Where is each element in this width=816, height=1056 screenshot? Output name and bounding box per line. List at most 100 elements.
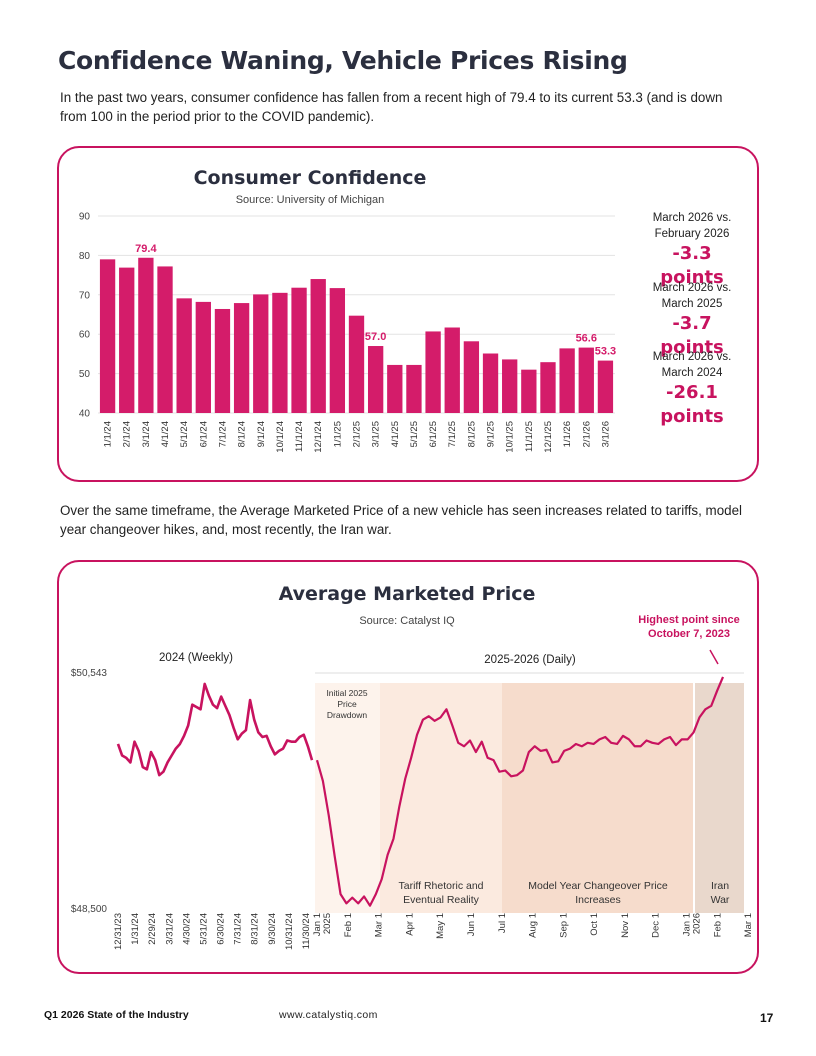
stat-value: -3.3 points	[660, 243, 724, 288]
x-tick-label: 7/31/24	[233, 913, 244, 945]
bar	[521, 369, 537, 413]
page-title: Confidence Waning, Vehicle Prices Rising	[58, 46, 628, 75]
x-tick-label: 4/30/24	[181, 913, 192, 945]
consumer-confidence-source: Source: University of Michigan	[235, 194, 385, 206]
mid-paragraph: Over the same timeframe, the Average Mar…	[60, 503, 743, 537]
x-tick-label: Oct 1	[589, 913, 600, 936]
footer-website: www.catalystiq.com	[279, 1009, 378, 1021]
bar	[597, 360, 614, 413]
x-tick-label: 10/1/24	[275, 421, 286, 453]
x-tick-label: Jan 12025	[312, 913, 333, 936]
stat-value: -26.1 points	[660, 382, 724, 427]
bar	[540, 362, 556, 413]
x-tick-label: 9/1/24	[256, 421, 267, 447]
average-price-chart: Initial 2025 Price Drawdown Tariff Rhetoric…	[71, 614, 754, 950]
bar	[195, 301, 211, 413]
y-tick-label: 80	[79, 251, 91, 262]
x-tick-label: 5/31/24	[198, 913, 209, 945]
y-tick-label: 70	[79, 290, 91, 301]
x-tick-label: 7/1/24	[217, 421, 228, 447]
band-label: Tariff Rhetoric and Eventual Reality	[398, 880, 483, 906]
y-tick-label: $48,500	[71, 904, 108, 915]
y-tick-label: 40	[79, 409, 91, 420]
bar	[119, 267, 135, 413]
x-tick-label: Mar 1	[374, 913, 385, 937]
x-tick-label: 1/1/24	[103, 421, 114, 447]
x-tick-label: 4/1/25	[390, 421, 401, 447]
x-tick-label: 6/1/24	[198, 421, 209, 447]
x-tick-label: Jun 1	[466, 913, 477, 936]
x-tick-label: 3/1/26	[600, 421, 611, 447]
bar	[272, 292, 288, 413]
consumer-confidence-title: Consumer Confidence	[193, 167, 427, 189]
average-price-source: Source: Catalyst IQ	[359, 615, 455, 627]
x-tick-label: Feb 1	[343, 913, 354, 937]
x-tick-label: 8/31/24	[250, 913, 261, 945]
x-tick-label: 11/1/25	[524, 421, 535, 452]
footer-report-name: Q1 2026 State of the Industry	[44, 1009, 189, 1021]
y-tick-label: 90	[79, 212, 91, 223]
bar	[138, 257, 154, 413]
stat-vs-mar-2025: March 2026 vs. March 2025 -3.7 points	[640, 280, 744, 360]
section-label-daily: 2025-2026 (Daily)	[484, 654, 576, 666]
x-tick-label: Dec 1	[651, 913, 662, 938]
stat-label: March 2026 vs. March 2025	[652, 282, 732, 310]
bar	[463, 341, 480, 413]
stat-label: March 2026 vs. February 2026	[652, 212, 732, 240]
stat-vs-feb-2026: March 2026 vs. February 2026 -3.3 points	[640, 210, 744, 290]
consumer-confidence-chart: 40 50 60 70 80 90 1/1/24 2/1/24 3/1/24 4/1/24 5/1/…	[79, 212, 616, 453]
x-tick-label: Nov 1	[620, 913, 631, 938]
x-tick-label: 6/30/24	[216, 913, 227, 945]
average-price-title: Average Marketed Price	[278, 583, 536, 605]
band-label: Iran War	[711, 880, 730, 906]
section-label-weekly: 2024 (Weekly)	[159, 652, 233, 664]
x-tick-label: 2/1/24	[122, 421, 133, 447]
data-label: 57.0	[365, 331, 386, 343]
bar	[176, 298, 192, 413]
band	[502, 683, 693, 913]
bar	[406, 364, 422, 413]
bar	[387, 364, 403, 413]
x-tick-label: 8/1/24	[237, 421, 248, 447]
x-tick-label: 10/31/24	[284, 913, 295, 950]
x-tick-label: Aug 1	[528, 913, 539, 938]
x-tick-label: Jan 12026	[682, 913, 703, 936]
highest-point-annotation: Highest point since October 7, 2023	[638, 614, 739, 640]
x-tick-label: 5/1/25	[409, 421, 420, 447]
x-tick-label: 5/1/24	[179, 421, 190, 447]
bar	[99, 259, 116, 413]
x-tick-label: 1/1/25	[332, 421, 343, 447]
x-tick-label: 11/1/24	[294, 421, 305, 452]
bar	[559, 348, 575, 413]
consumer-confidence-card	[57, 146, 759, 482]
x-tick-label: 3/31/24	[164, 913, 175, 945]
bar	[253, 294, 269, 413]
bar	[482, 353, 499, 413]
bar	[214, 308, 231, 413]
bar	[578, 347, 594, 413]
x-tick-label: 10/1/25	[505, 421, 516, 453]
x-tick-label: 12/1/24	[313, 421, 324, 453]
series-line-weekly	[116, 682, 314, 777]
bar	[444, 327, 460, 413]
stat-vs-mar-2024: March 2026 vs. March 2024 -26.1 points	[640, 349, 744, 429]
x-tick-label: 1/31/24	[130, 913, 141, 945]
x-tick-label: 9/1/25	[486, 421, 497, 447]
bar	[233, 303, 250, 413]
bar	[310, 279, 326, 413]
bar	[348, 315, 365, 413]
data-label: 53.3	[595, 346, 616, 358]
bar	[367, 346, 384, 413]
y-tick-label: 60	[79, 330, 91, 341]
bar	[329, 288, 346, 413]
page-number: 17	[760, 1011, 774, 1025]
series-line-daily	[315, 676, 725, 907]
stat-label: March 2026 vs. March 2024	[652, 351, 732, 379]
band-label: Model Year Changeover Price Increases	[528, 880, 668, 906]
x-tick-label: 3/1/25	[371, 421, 382, 447]
x-tick-label: 9/30/24	[267, 913, 278, 945]
x-tick-label: 6/1/25	[428, 421, 439, 447]
x-tick-label: 4/1/24	[160, 421, 171, 447]
x-tick-label: 7/1/25	[447, 421, 458, 447]
x-tick-label: Jul 1	[497, 913, 508, 933]
